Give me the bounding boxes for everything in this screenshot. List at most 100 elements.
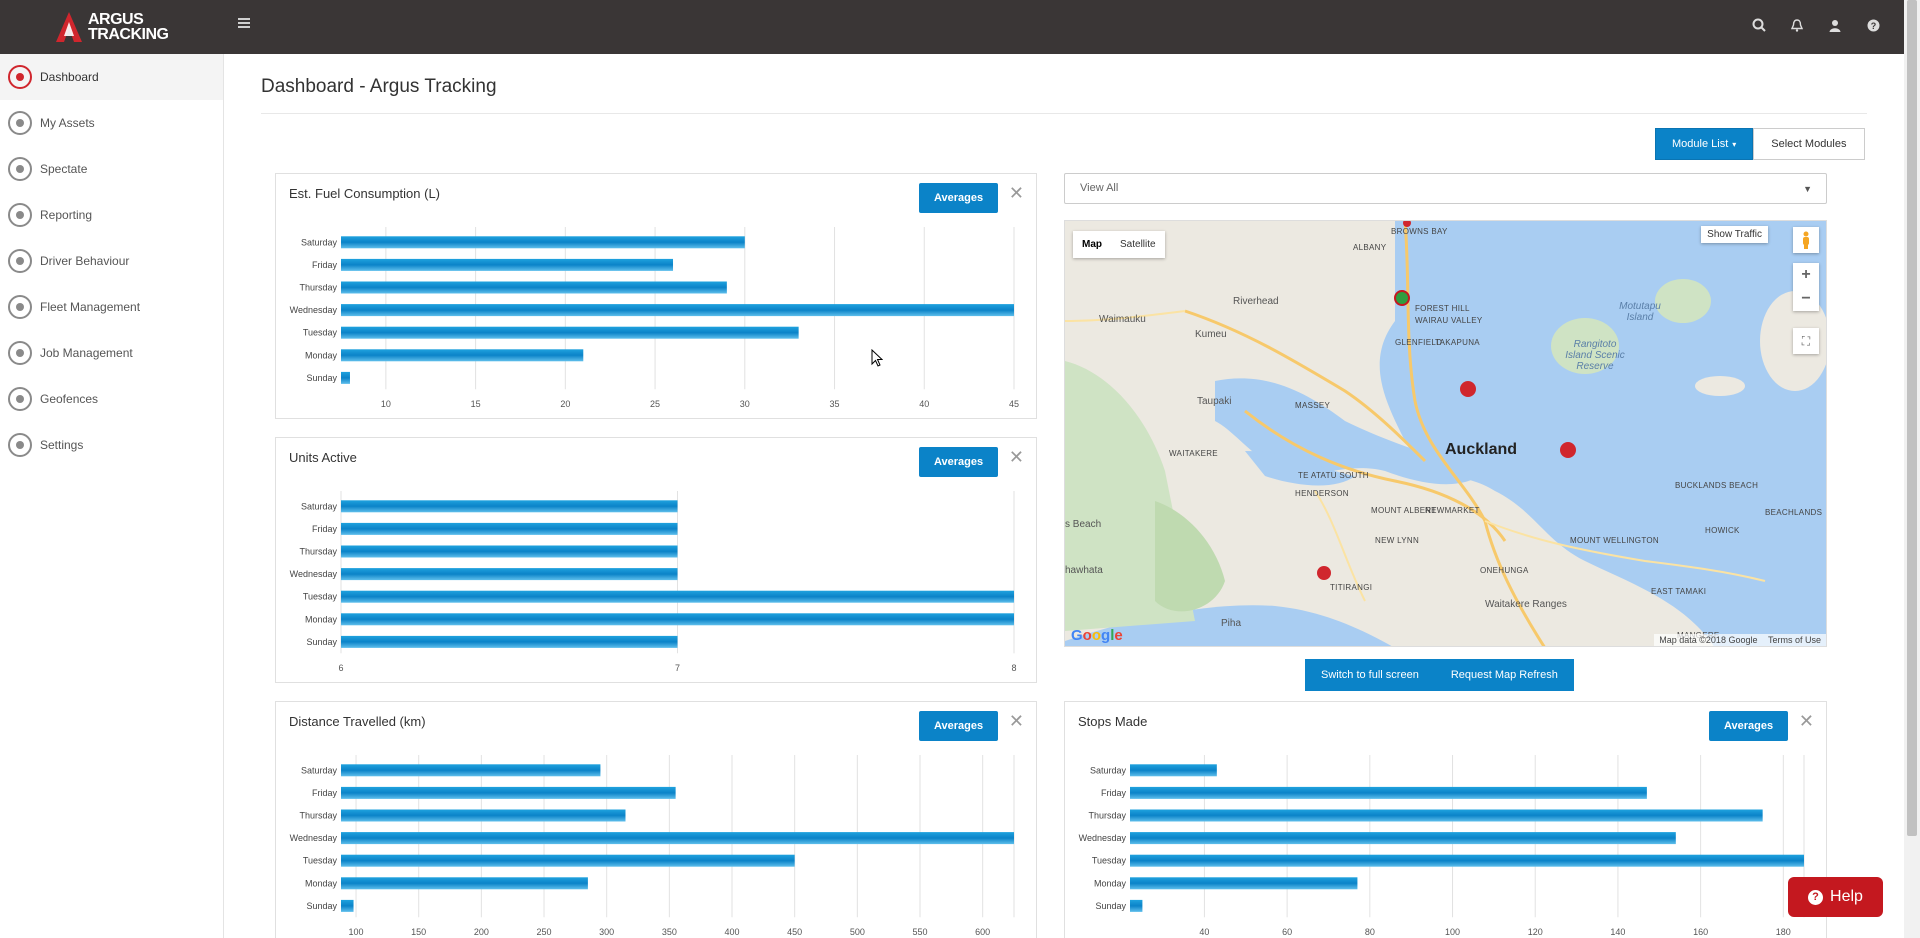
bar-tuesday[interactable] <box>341 854 795 867</box>
category-label: Sunday <box>306 637 337 647</box>
mouse-cursor-icon <box>871 349 883 367</box>
bar-chart: 100 150 200 250 300 350 400 450 500 550 600 Saturda… <box>290 755 1015 937</box>
category-label: Friday <box>1101 788 1127 798</box>
close-panel-icon[interactable]: ✕ <box>1008 711 1024 731</box>
bar-monday[interactable] <box>1130 877 1358 890</box>
page-title: Dashboard - Argus Tracking <box>261 76 497 97</box>
bar-wednesday[interactable] <box>1130 832 1676 845</box>
map-place-label: MOUNT ALBERT <box>1371 506 1437 515</box>
category-label: Monday <box>1094 878 1127 888</box>
bar-sunday[interactable] <box>1130 899 1143 912</box>
x-tick-label: 500 <box>850 927 865 937</box>
show-traffic-button[interactable]: Show Traffic <box>1701 226 1768 243</box>
bar-monday[interactable] <box>341 613 1014 626</box>
close-panel-icon[interactable]: ✕ <box>1008 183 1024 203</box>
close-panel-icon[interactable]: ✕ <box>1798 711 1814 731</box>
help-button[interactable]: ? Help <box>1788 877 1883 917</box>
x-tick-label: 550 <box>912 927 927 937</box>
page-scrollbar[interactable] <box>1904 0 1920 938</box>
sidebar-item-reporting[interactable]: Reporting <box>0 192 223 238</box>
bell-icon[interactable] <box>1788 16 1806 34</box>
bar-sunday[interactable] <box>341 371 350 384</box>
sidebar-item-geofences[interactable]: Geofences <box>0 376 223 422</box>
bar-thursday[interactable] <box>341 281 727 294</box>
x-tick-label: 350 <box>662 927 677 937</box>
averages-button[interactable]: Averages <box>919 183 998 213</box>
switch-full-screen-button[interactable]: Switch to full screen <box>1305 659 1435 691</box>
request-map-refresh-button[interactable]: Request Map Refresh <box>1434 659 1574 691</box>
map-place-label: s Beach <box>1065 519 1102 530</box>
logo-text-line1: ARGUS <box>88 11 144 28</box>
bar-monday[interactable] <box>341 349 584 362</box>
bar-saturday[interactable] <box>341 500 678 513</box>
bar-tuesday[interactable] <box>341 326 799 339</box>
x-tick-label: 100 <box>349 927 364 937</box>
sidebar-item-my-assets[interactable]: My Assets <box>0 100 223 146</box>
x-tick-label: 10 <box>381 399 391 409</box>
street-view-pegman-icon[interactable] <box>1793 227 1819 253</box>
sidebar-item-spectate[interactable]: Spectate <box>0 146 223 192</box>
bar-saturday[interactable] <box>1130 764 1217 777</box>
module-list-button[interactable]: Module List ▾ <box>1655 128 1754 160</box>
bar-saturday[interactable] <box>341 236 745 249</box>
scrollbar-thumb[interactable] <box>1907 0 1917 836</box>
bar-friday[interactable] <box>341 258 674 271</box>
bar-wednesday[interactable] <box>341 832 1014 845</box>
sidebar-item-label: Job Management <box>40 346 133 360</box>
chart-title: Units Active <box>289 450 357 465</box>
bar-wednesday[interactable] <box>341 568 678 581</box>
argus-logo[interactable]: ARGUS TRACKING <box>52 9 169 45</box>
sidebar-item-settings[interactable]: Settings <box>0 422 223 468</box>
map-place-label: MASSEY <box>1295 401 1331 410</box>
map-place-label: EAST TAMAKI <box>1651 587 1707 596</box>
bar-thursday[interactable] <box>341 545 678 558</box>
user-icon[interactable] <box>1826 16 1844 34</box>
map-view[interactable]: Auckland Riverhead Waimauku Kumeu Taupaki ALB… <box>1064 220 1827 647</box>
close-panel-icon[interactable]: ✕ <box>1008 447 1024 467</box>
bar-sunday[interactable] <box>341 635 678 648</box>
map-place-label: MOUNT WELLINGTON <box>1570 536 1659 545</box>
x-tick-label: 600 <box>975 927 990 937</box>
help-question-icon: ? <box>1808 889 1824 905</box>
map-type-satellite-button[interactable]: Satellite <box>1120 239 1156 250</box>
category-label: Thursday <box>299 811 337 821</box>
bar-friday[interactable] <box>341 786 676 799</box>
map-fullscreen-icon[interactable]: ⛶ <box>1793 328 1819 354</box>
select-modules-button[interactable]: Select Modules <box>1753 128 1865 160</box>
map-terms-link[interactable]: Terms of Use <box>1767 635 1821 645</box>
bar-friday[interactable] <box>341 522 678 535</box>
x-tick-label: 140 <box>1610 927 1625 937</box>
bar-tuesday[interactable] <box>341 590 1014 603</box>
map-type-map-button[interactable]: Map <box>1082 239 1102 250</box>
bar-saturday[interactable] <box>341 764 601 777</box>
zoom-in-icon[interactable]: + <box>1801 266 1811 283</box>
bar-friday[interactable] <box>1130 786 1647 799</box>
x-tick-label: 450 <box>787 927 802 937</box>
sidebar-item-dashboard[interactable]: Dashboard <box>0 54 223 100</box>
map-place-label: Waimauku <box>1099 314 1146 325</box>
averages-button[interactable]: Averages <box>1709 711 1788 741</box>
sidebar-item-driver-behaviour[interactable]: Driver Behaviour <box>0 238 223 284</box>
bar-sunday[interactable] <box>341 899 354 912</box>
bar-thursday[interactable] <box>341 809 626 822</box>
help-icon[interactable]: ? <box>1864 16 1882 34</box>
bar-monday[interactable] <box>341 877 588 890</box>
category-label: Tuesday <box>303 328 338 338</box>
briefcase-icon <box>8 341 32 365</box>
averages-button[interactable]: Averages <box>919 711 998 741</box>
bar-wednesday[interactable] <box>341 304 1014 317</box>
chart-title: Distance Travelled (km) <box>289 714 426 729</box>
bar-thursday[interactable] <box>1130 809 1763 822</box>
x-tick-label: 8 <box>1011 663 1016 673</box>
map-place-label: Waitakere Ranges <box>1485 599 1567 610</box>
asset-filter-select[interactable]: View All ▼ <box>1064 173 1827 204</box>
menu-toggle-icon[interactable] <box>238 18 250 30</box>
bar-chart: 10 15 20 25 30 35 40 45 Saturday Friday Thursday We… <box>290 227 1019 409</box>
zoom-out-icon[interactable]: − <box>1801 290 1811 307</box>
sidebar-item-fleet-management[interactable]: Fleet Management <box>0 284 223 330</box>
bar-tuesday[interactable] <box>1130 854 1804 867</box>
category-label: Saturday <box>1090 765 1127 775</box>
sidebar-item-job-management[interactable]: Job Management <box>0 330 223 376</box>
averages-button[interactable]: Averages <box>919 447 998 477</box>
search-icon[interactable] <box>1750 16 1768 34</box>
